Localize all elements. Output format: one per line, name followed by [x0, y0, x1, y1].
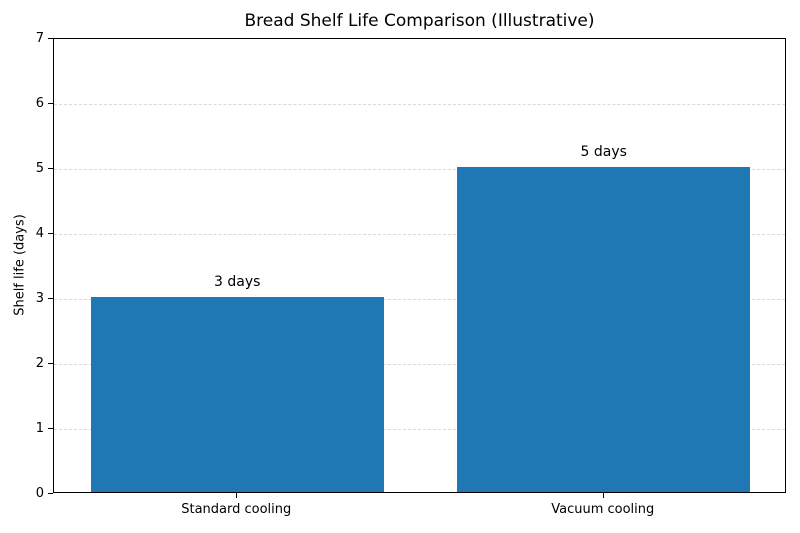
y-tick-label: 6: [35, 95, 44, 111]
y-tick-mark: [48, 233, 53, 234]
bar-vacuum-cooling: [457, 167, 751, 492]
x-tick-label-vacuum-cooling: Vacuum cooling: [551, 502, 655, 517]
bar-value-label: 3 days: [214, 274, 261, 290]
gridline-y5: [54, 169, 785, 170]
y-tick-label: 0: [35, 485, 44, 501]
bar-value-label: 5 days: [580, 144, 627, 160]
chart-title: Bread Shelf Life Comparison (Illustrativ…: [244, 11, 595, 31]
gridline-y2: [54, 364, 785, 365]
y-tick-mark: [48, 428, 53, 429]
x-tick-label-standard-cooling: Standard cooling: [181, 502, 292, 517]
y-tick-label: 3: [35, 290, 44, 306]
y-tick-mark: [48, 298, 53, 299]
gridline-y6: [54, 104, 785, 105]
y-tick-label: 5: [35, 160, 44, 176]
y-tick-label: 2: [35, 355, 44, 371]
bar-standard-cooling: [90, 297, 384, 492]
y-tick-mark: [48, 363, 53, 364]
gridline-y4: [54, 234, 785, 235]
plot-area: 3 days 5 days: [53, 38, 786, 493]
x-tick-mark: [236, 493, 238, 498]
gridline-y1: [54, 429, 785, 430]
y-tick-mark: [48, 38, 53, 39]
y-tick-mark: [48, 103, 53, 104]
y-tick-mark: [48, 493, 53, 494]
y-tick-mark: [48, 168, 53, 169]
x-tick-mark: [602, 493, 604, 498]
y-tick-label: 7: [35, 30, 44, 46]
gridline-y3: [54, 299, 785, 300]
y-tick-label: 1: [35, 420, 44, 436]
y-tick-label: 4: [35, 225, 44, 241]
